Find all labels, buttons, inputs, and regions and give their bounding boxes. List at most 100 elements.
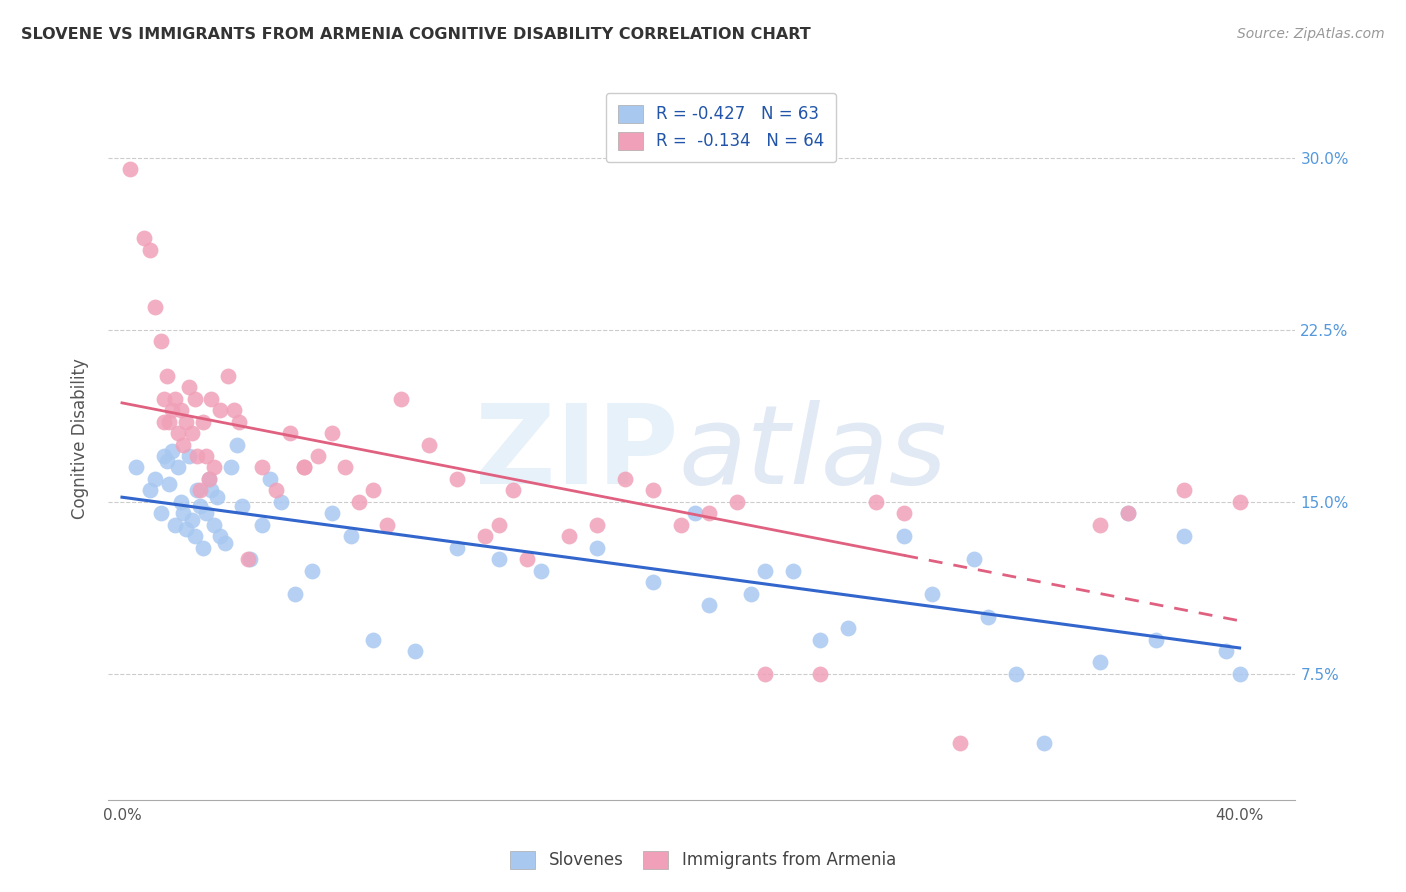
Point (613, 472, 636, 486)
Point (188, 500, 211, 514)
Point (641, 483, 664, 498)
Point (949, 736, 972, 750)
Point (139, 243, 162, 257)
Point (446, 472, 468, 486)
Point (186, 483, 208, 498)
Point (205, 491, 228, 505)
Point (217, 368, 239, 383)
Point (177, 380, 200, 394)
Point (172, 437, 194, 451)
Point (284, 587, 307, 601)
Point (202, 517, 225, 532)
Point (530, 564, 553, 578)
Point (810, 632, 832, 647)
Point (174, 523, 197, 537)
Point (1088, 517, 1111, 532)
Point (446, 541, 468, 555)
Text: Source: ZipAtlas.com: Source: ZipAtlas.com (1237, 27, 1385, 41)
Point (188, 483, 211, 498)
Point (292, 460, 315, 475)
Point (202, 460, 225, 475)
Point (865, 495, 887, 509)
Point (586, 517, 609, 532)
Point (166, 460, 188, 475)
Point (340, 529, 363, 543)
Point (669, 517, 692, 532)
Point (162, 444, 184, 458)
Point (1229, 667, 1251, 681)
Point (159, 476, 181, 491)
Point (183, 529, 205, 543)
Point (180, 425, 202, 440)
Point (134, 231, 156, 245)
Point (1033, 736, 1056, 750)
Point (222, 403, 245, 417)
Point (837, 621, 859, 635)
Point (183, 392, 205, 406)
Point (963, 552, 986, 566)
Point (169, 403, 191, 417)
Point (782, 564, 804, 578)
Point (169, 495, 191, 509)
Point (180, 513, 202, 527)
Point (1173, 529, 1195, 543)
Point (321, 507, 343, 521)
Point (977, 609, 1000, 624)
Point (377, 517, 399, 532)
Point (162, 403, 184, 417)
Point (186, 449, 208, 463)
Point (740, 587, 762, 601)
Point (558, 529, 581, 543)
Point (292, 460, 315, 475)
Point (1088, 656, 1111, 670)
Point (259, 472, 281, 486)
Point (488, 552, 510, 566)
Point (1116, 507, 1139, 521)
Point (200, 483, 222, 498)
Point (197, 472, 219, 486)
Point (363, 483, 385, 498)
Point (754, 667, 776, 681)
Point (586, 541, 609, 555)
Point (810, 667, 832, 681)
Point (139, 483, 162, 498)
Point (156, 368, 179, 383)
Point (150, 507, 173, 521)
Point (194, 449, 217, 463)
Point (389, 392, 412, 406)
Point (153, 449, 176, 463)
Point (1173, 483, 1195, 498)
Point (270, 495, 292, 509)
Point (125, 460, 148, 475)
Point (278, 425, 301, 440)
Legend: R = -0.427   N = 63, R =  -0.134   N = 64: R = -0.427 N = 63, R = -0.134 N = 64 (606, 93, 837, 162)
Point (1215, 644, 1237, 658)
Point (153, 392, 176, 406)
Point (488, 517, 510, 532)
Point (516, 552, 538, 566)
Point (893, 507, 915, 521)
Point (307, 449, 329, 463)
Point (177, 449, 200, 463)
Point (228, 415, 250, 429)
Point (174, 415, 197, 429)
Point (321, 425, 343, 440)
Text: ZIP: ZIP (475, 400, 678, 507)
Point (725, 495, 748, 509)
Point (239, 552, 262, 566)
Point (250, 460, 273, 475)
Point (159, 415, 181, 429)
Point (1144, 632, 1167, 647)
Point (1229, 495, 1251, 509)
Point (172, 507, 194, 521)
Point (264, 483, 287, 498)
Point (683, 507, 706, 521)
Point (145, 300, 167, 314)
Point (697, 507, 720, 521)
Point (502, 483, 524, 498)
Legend: Slovenes, Immigrants from Armenia: Slovenes, Immigrants from Armenia (501, 840, 905, 880)
Point (335, 460, 357, 475)
Point (166, 425, 188, 440)
Point (197, 472, 219, 486)
Point (150, 334, 173, 349)
